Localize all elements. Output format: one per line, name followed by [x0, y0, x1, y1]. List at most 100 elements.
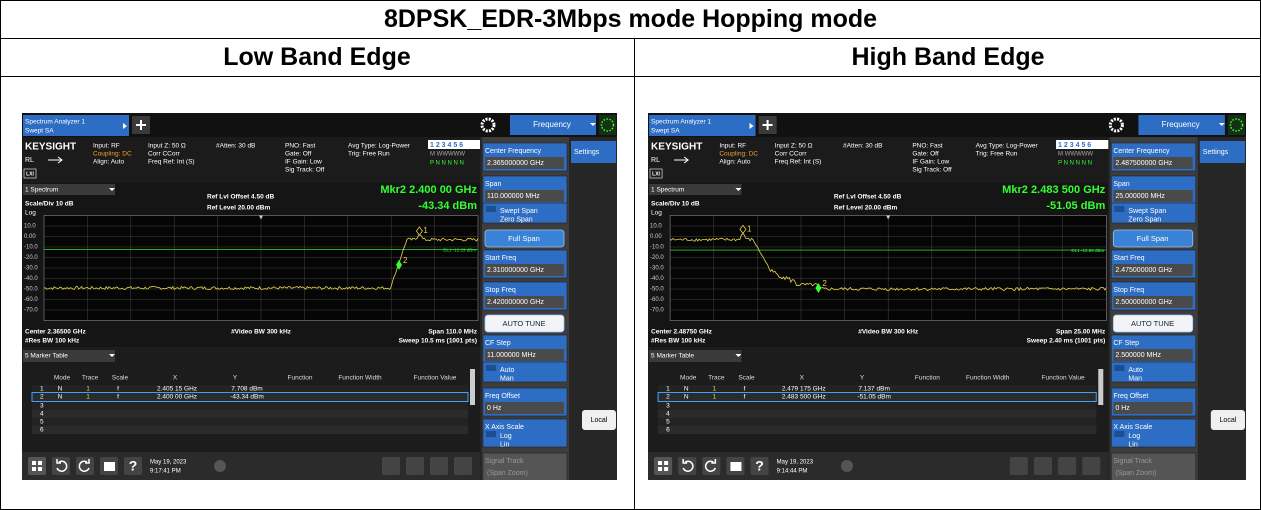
softkey-value-box: [1113, 157, 1193, 169]
status-text: Align: Auto: [719, 159, 751, 166]
border: [0, 0, 1261, 1]
marker-1: [739, 224, 747, 235]
status-text: Freq Ref: Int (S): [775, 159, 822, 166]
status-icon: [600, 118, 615, 132]
softkey-label: X Axis Scale: [485, 424, 524, 431]
y-label: -60.0: [24, 297, 38, 303]
softkey-option: Log: [500, 433, 512, 440]
softkey-value: 2.500000 MHz: [1115, 352, 1161, 359]
icon-glyph: [78, 459, 90, 472]
taskbar-icon: [454, 457, 472, 475]
label: #Res BW 100 kHz: [25, 338, 80, 345]
softkey: [1111, 418, 1197, 448]
label: Log: [651, 210, 662, 217]
table-header: Trace: [82, 375, 99, 382]
status-text: Corr CCorr: [775, 151, 808, 158]
softkey-button: [1112, 229, 1194, 248]
softkey-label: Stop Freq: [1113, 287, 1144, 294]
gear-icon: [480, 117, 496, 133]
softkey-option: Zero Span: [500, 216, 533, 223]
table-header: X: [173, 375, 178, 382]
border: [0, 0, 1, 510]
table-dropdown: [649, 350, 742, 362]
status-text: Avg Type: Log-Power: [348, 143, 411, 150]
table-row: [658, 410, 1097, 418]
table-header: Mode: [680, 375, 697, 382]
dropdown-arrow: [109, 354, 115, 357]
icon-glyph: ?: [755, 458, 764, 474]
info-area: [22, 137, 480, 183]
table-header: Function Value: [1042, 375, 1085, 382]
table-row: [32, 402, 468, 410]
label: Scale/Div 10 dB: [25, 201, 74, 208]
brand: KEYSIGHT: [25, 142, 76, 153]
option-indicator: [1114, 206, 1125, 212]
status-text: IF Gain: Low: [285, 159, 322, 166]
tab-label: Swept SA: [25, 128, 54, 135]
softkey-button: [484, 314, 565, 333]
softkey-value-box: [1113, 296, 1193, 308]
table-cell: 2.400 00 GHz: [157, 394, 197, 401]
tab-label: Spectrum Analyzer 1: [651, 119, 712, 126]
table-header: Scale: [738, 375, 755, 382]
y-label: 10.0: [24, 224, 36, 230]
table-header: Scale: [112, 375, 129, 382]
label: 1 Spectrum: [651, 187, 684, 194]
y-label: -60.0: [650, 297, 664, 303]
table-row: [658, 418, 1097, 426]
table-cell: 4: [40, 411, 44, 418]
softkey-label: AUTO TUNE: [502, 319, 545, 328]
table-header: Mode: [54, 375, 71, 382]
heading: Low Band Edge: [223, 43, 411, 71]
label: May 19, 2023: [777, 460, 814, 466]
label: Span 25.00 MHz: [1056, 329, 1106, 336]
table-cell: 1: [713, 394, 717, 401]
label: 9:17:41 PM: [150, 469, 181, 475]
taskbar-icon: [28, 457, 46, 475]
marker-1: [415, 226, 423, 236]
softkey: [1111, 202, 1197, 224]
table-header: Function: [288, 375, 313, 382]
softkey-label: CF Step: [1113, 340, 1139, 347]
softkey-label: AUTO TUNE: [1131, 319, 1174, 328]
dropdown-arrow: [735, 188, 742, 191]
softkey-value-box: [1113, 190, 1193, 202]
plus-icon: [136, 120, 146, 130]
marker-readout: -43.34 dBm: [418, 200, 477, 212]
status-text: Coupling: DC: [93, 151, 132, 158]
trace-status: M WWWWW: [1058, 152, 1093, 158]
softkey-label: Freq Offset: [1113, 393, 1148, 400]
table-cell: 1: [666, 386, 670, 393]
softkey-value-box: [1113, 402, 1193, 414]
status-text: Gate: Off: [912, 151, 939, 158]
table-header: Function: [915, 375, 940, 382]
softkey-label: Start Freq: [485, 255, 516, 262]
status-text: Input Z: 50 Ω: [775, 143, 813, 150]
window-dropdown: [23, 184, 115, 195]
center-tick: [886, 215, 891, 220]
label: 9:14:44 PM: [777, 469, 808, 475]
softkey-option: Man: [1128, 375, 1142, 382]
softkey-value: 2.420000000 GHz: [487, 299, 544, 306]
tab-label: Spectrum Analyzer 1: [25, 119, 85, 126]
marker-2: [815, 283, 822, 294]
table-row: [32, 426, 468, 434]
table-row: [658, 426, 1097, 434]
softkey-value-box: [1113, 264, 1193, 276]
selected-row: [657, 392, 1097, 402]
status-text: Trig: Free Run: [976, 151, 1018, 158]
status-text: Align: Auto: [93, 159, 124, 166]
status-text: Input: RF: [93, 143, 120, 150]
y-label: -10.0: [650, 245, 664, 251]
window-dropdown: [649, 184, 742, 195]
option-indicator: [486, 365, 496, 371]
y-label: -70.0: [650, 308, 664, 314]
marker-readout: Mkr2 2.400 00 GHz: [380, 184, 477, 196]
taskbar-icon: [750, 457, 769, 475]
y-label: -30.0: [24, 266, 38, 272]
label: 1 Spectrum: [25, 187, 58, 194]
table-cell: N: [684, 386, 689, 393]
label: May 19, 2023: [150, 460, 187, 466]
status-text: Sig Track: Off: [285, 167, 324, 174]
taskbar: [648, 452, 1109, 480]
